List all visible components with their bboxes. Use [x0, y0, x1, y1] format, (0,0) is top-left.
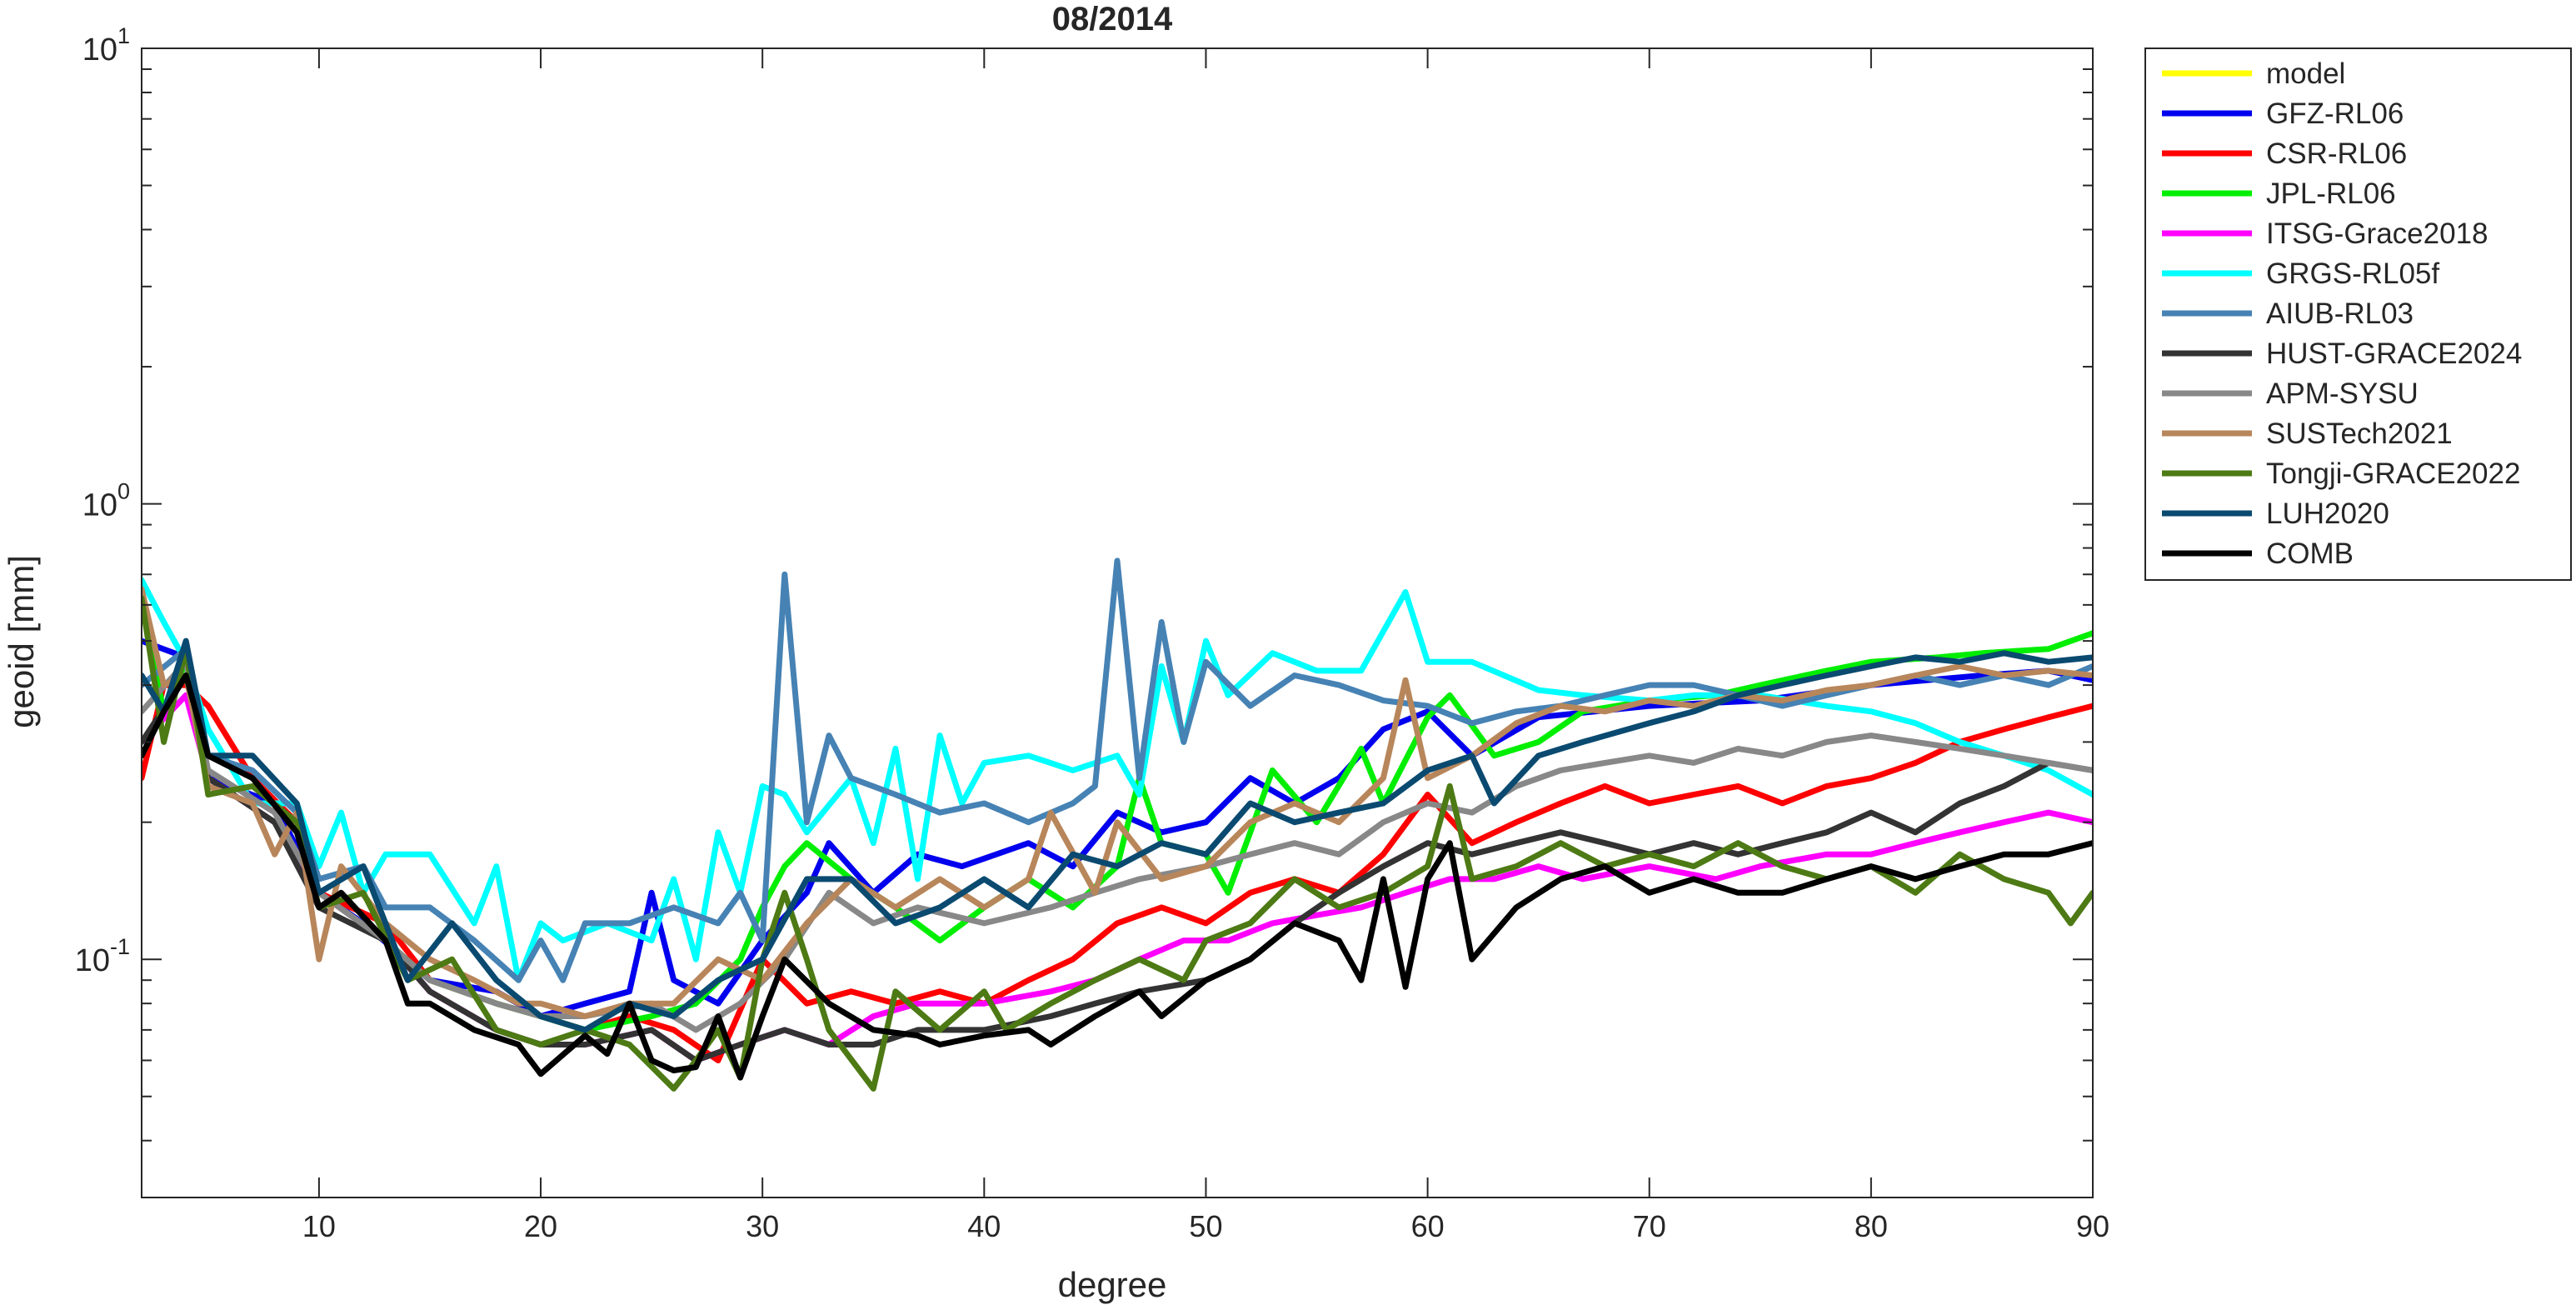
x-tick-label: 60: [1411, 1209, 1445, 1243]
legend-label: GFZ-RL06: [2266, 98, 2404, 130]
x-tick-label: 40: [967, 1209, 1001, 1243]
series-line-11: [142, 638, 2093, 1033]
x-tick-label: 30: [746, 1209, 779, 1243]
legend-label: SUSTech2021: [2266, 418, 2453, 450]
legend-label: GRGS-RL05f: [2266, 258, 2439, 290]
legend: model GFZ-RL06 CSR-RL06 JPL-RL06 ITSG-Grace2…: [2144, 48, 2572, 581]
legend-label: Tongji-GRACE2022: [2266, 458, 2520, 490]
axes-layer: 10 20 30 40 50 60 70 80 90 101 100 10-1: [75, 23, 2109, 1243]
legend-label: model: [2266, 58, 2345, 90]
series-line-2: [142, 682, 2093, 1063]
legend-label: JPL-RL06: [2266, 178, 2396, 210]
y-tick-label: 100: [82, 479, 130, 523]
x-tick-label: 90: [2076, 1209, 2109, 1243]
x-tick-label: 80: [1855, 1209, 1888, 1243]
chart-title: 08/2014: [1052, 1, 1173, 38]
x-axis-label: degree: [1058, 1265, 1167, 1304]
legend-label: HUST-GRACE2024: [2266, 338, 2522, 370]
x-tick-label: 50: [1189, 1209, 1222, 1243]
x-tick-label: 70: [1633, 1209, 1666, 1243]
x-tick-label: 20: [524, 1209, 557, 1243]
legend-label: APM-SYSU: [2266, 378, 2419, 410]
legend-label: ITSG-Grace2018: [2266, 218, 2489, 250]
series-line-12: [142, 672, 2093, 1081]
y-tick-label: 101: [82, 23, 130, 68]
legend-label: AIUB-RL03: [2266, 298, 2414, 330]
plot-area: [142, 48, 2093, 1198]
legend-label: LUH2020: [2266, 498, 2389, 530]
legend-label: COMB: [2266, 538, 2354, 570]
axes-box: [141, 48, 2094, 1198]
y-axis-label: geoid [mm]: [2, 555, 41, 728]
legend-label: CSR-RL06: [2266, 138, 2407, 170]
plot-background: [142, 48, 2093, 1198]
series-line-8: [142, 658, 2093, 1033]
x-tick-label: 10: [302, 1209, 336, 1243]
series-line-7: [142, 672, 2093, 1063]
series-line-10: [142, 595, 2093, 1092]
series-layer: [142, 558, 2093, 1092]
y-tick-label: 10-1: [75, 934, 130, 978]
